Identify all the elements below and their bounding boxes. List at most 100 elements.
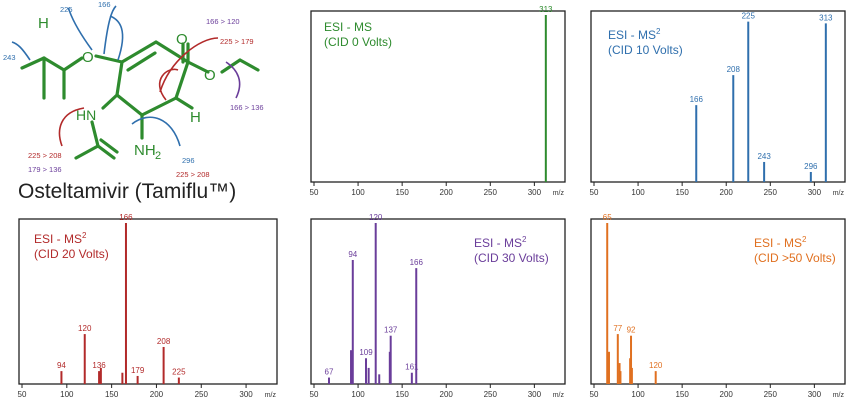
- x-tick-label: 300: [808, 390, 822, 399]
- fragment-label: 225 > 208: [28, 151, 62, 160]
- spectrum-chart: 50 100 150 200 250 300 m/z 67 94 109 120 137 161 166: [310, 213, 566, 399]
- x-tick-label: 250: [484, 188, 498, 197]
- x-tick-label: 250: [484, 390, 498, 399]
- spectrum-chart: 50 100 150 200 250 300 m/z 166 208 225 243 296 313: [590, 10, 846, 197]
- spectrum-subtitle: (CID 0 Volts): [324, 35, 393, 49]
- fragment-arrow: [103, 5, 117, 55]
- bond: [42, 56, 66, 72]
- fragment-arrow: [159, 37, 219, 93]
- x-axis-label: m/z: [553, 392, 565, 399]
- x-tick-label: 100: [351, 188, 365, 197]
- bond: [94, 54, 124, 64]
- plot-frame: [590, 10, 846, 183]
- bond: [120, 40, 158, 64]
- atom-label: H: [190, 109, 201, 126]
- title-superscript: 2: [802, 235, 807, 244]
- x-tick-label: 100: [60, 390, 74, 399]
- bond: [101, 93, 119, 110]
- atom-label: O: [176, 31, 188, 48]
- x-tick-label: 200: [440, 188, 454, 197]
- panel-title: ESI - MS2 (CID 30 Volts): [474, 232, 549, 266]
- spectrum-title: ESI - MS: [754, 236, 803, 250]
- bond: [74, 144, 100, 160]
- peak-label: 94: [57, 361, 66, 370]
- peak-label: 109: [359, 348, 373, 357]
- panel-title: ESI - MS2 (CID 20 Volts): [34, 228, 109, 262]
- x-tick-label: 300: [239, 390, 253, 399]
- peak-label: 225: [172, 368, 186, 377]
- title-superscript: 2: [522, 235, 527, 244]
- x-tick-label: 300: [808, 188, 822, 197]
- atom-label: HN: [76, 107, 96, 123]
- peak-label: 166: [410, 258, 424, 267]
- x-tick-label: 150: [675, 390, 689, 399]
- bond: [174, 96, 194, 110]
- x-tick-label: 50: [590, 390, 599, 399]
- atom-label: 2: [155, 150, 161, 162]
- spectrum-title: ESI - MS: [474, 236, 523, 250]
- bond: [115, 93, 144, 117]
- peak-label: 166: [690, 95, 704, 104]
- fragment-label: 225 > 179: [220, 37, 254, 46]
- x-axis-label: m/z: [833, 392, 845, 399]
- peak-label: 225: [742, 12, 756, 21]
- x-tick-label: 150: [395, 188, 409, 197]
- bond: [96, 144, 116, 160]
- peak-label: 120: [78, 324, 92, 333]
- spectrum-chart: 50 100 150 200 250 300 m/z 94 120 136 166 179 208 225: [18, 213, 278, 399]
- peak-label: 94: [348, 250, 357, 259]
- fragment-label: 225 > 208: [176, 170, 210, 179]
- x-tick-label: 300: [528, 188, 542, 197]
- spectrum-title: ESI - MS: [324, 20, 373, 34]
- peak-label: 92: [627, 326, 636, 335]
- bond: [62, 56, 84, 72]
- peak-label: 166: [119, 213, 133, 222]
- peak-label: 179: [131, 366, 145, 375]
- panel-title: ESI - MS (CID 0 Volts): [324, 20, 392, 50]
- bond: [174, 60, 190, 100]
- peak-label: 208: [157, 337, 171, 346]
- x-tick-label: 200: [720, 390, 734, 399]
- peak-label: 67: [325, 368, 334, 377]
- peak-label: 161: [405, 363, 419, 372]
- title-superscript: 2: [82, 231, 87, 240]
- fragment-arrow: [67, 7, 93, 51]
- x-tick-label: 250: [764, 188, 778, 197]
- fragment-label: 225: [60, 5, 73, 14]
- x-tick-label: 100: [631, 390, 645, 399]
- fragment-arrow: [109, 15, 124, 61]
- spectrum-panel-cid-20: 50 100 150 200 250 300 m/z 94 120 136 166 179 208 225…: [18, 213, 278, 402]
- panel-title: ESI - MS2 (CID 10 Volts): [608, 24, 683, 58]
- peak-label: 136: [92, 361, 106, 370]
- atom-label: O: [204, 67, 216, 84]
- x-tick-label: 50: [590, 188, 599, 197]
- fragment-arrow: [158, 68, 179, 101]
- bond: [115, 60, 124, 97]
- spectrum-title: ESI - MS: [34, 232, 83, 246]
- spectrum-subtitle: (CID 20 Volts): [34, 247, 109, 261]
- bond: [90, 120, 100, 148]
- x-tick-label: 200: [720, 188, 734, 197]
- x-tick-label: 300: [528, 390, 542, 399]
- peak-label: 243: [757, 152, 771, 161]
- plot-frame: [310, 218, 566, 385]
- bond: [126, 51, 157, 72]
- fragment-label: 166 > 120: [206, 17, 240, 26]
- peak-label: 313: [819, 13, 833, 22]
- peak-label: 296: [804, 162, 818, 171]
- compound-name: Osteltamivir (Tamiflu™): [18, 180, 237, 203]
- x-axis-label: m/z: [265, 392, 277, 399]
- fragment-arrow: [225, 61, 241, 99]
- spectrum-subtitle: (CID >50 Volts): [754, 251, 836, 265]
- fragment-arrow: [11, 41, 31, 61]
- plot-frame: [18, 218, 278, 385]
- x-tick-label: 100: [631, 188, 645, 197]
- spectrum-panel-cid-30: 50 100 150 200 250 300 m/z 67 94 109 120 137 161 166 …: [310, 213, 566, 402]
- x-axis-label: m/z: [833, 190, 845, 197]
- x-tick-label: 250: [195, 390, 209, 399]
- peak-label: 65: [603, 213, 612, 222]
- peak-label: 120: [649, 361, 663, 370]
- peak-label: 120: [369, 213, 383, 222]
- peak-label: 313: [539, 5, 553, 14]
- spectrum-chart: 50 100 150 200 250 300 m/z 313: [310, 5, 566, 197]
